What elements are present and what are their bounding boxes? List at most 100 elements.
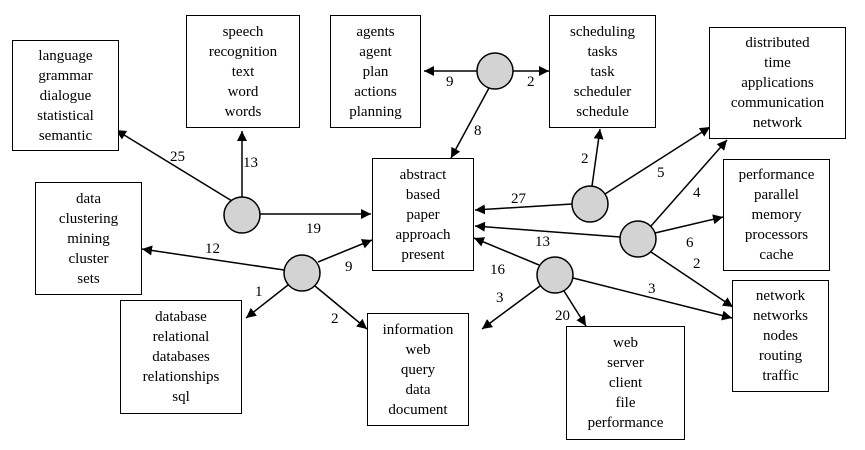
topic-performance: performance parallel memory processors c… <box>723 159 830 271</box>
edge-hub5-network <box>650 251 734 308</box>
topic-word: semantic <box>38 127 93 144</box>
topic-word: abstract <box>399 166 447 183</box>
topic-word: paper <box>406 206 440 223</box>
topic-web: web server client file performance <box>566 326 685 440</box>
topic-word: information <box>382 321 454 338</box>
topic-language: language grammar dialogue statistical se… <box>12 40 119 151</box>
topic-word: file <box>615 395 636 411</box>
topic-word: plan <box>362 63 389 80</box>
topic-agents: agents agent plan actions planning <box>330 15 421 128</box>
topic-word: actions <box>354 83 397 100</box>
topic-word: grammar <box>38 67 93 84</box>
topic-word: approach <box>395 226 451 243</box>
edge-label: 4 <box>693 185 701 201</box>
topic-word: applications <box>741 75 814 91</box>
topic-word: distributed <box>745 35 810 51</box>
topic-word: parallel <box>754 187 799 203</box>
topic-abstract: abstract based paper approach present <box>372 158 474 271</box>
edge-label: 25 <box>170 149 185 165</box>
edge-label: 20 <box>555 308 570 324</box>
topic-word: nodes <box>763 328 798 344</box>
topic-word: cluster <box>68 250 109 267</box>
hub-node-2 <box>476 52 514 90</box>
topic-word: statistical <box>37 107 94 124</box>
edge-label: 2 <box>581 151 589 167</box>
topic-word: time <box>764 55 791 71</box>
topic-word: task <box>590 63 615 80</box>
topic-word: databases <box>152 349 210 365</box>
topic-word: clustering <box>58 210 119 227</box>
edge-hub6-abstract <box>473 237 540 266</box>
topic-word: processors <box>744 227 809 243</box>
edge-hub4-data <box>141 245 285 271</box>
topic-word: text <box>231 63 255 80</box>
topic-scheduling: scheduling tasks task scheduler schedule <box>549 15 656 128</box>
topic-word: planning <box>349 103 402 120</box>
edge-hub1-language <box>115 129 233 202</box>
edge-label: 9 <box>446 74 454 90</box>
edge-label: 1 <box>255 284 263 300</box>
topic-word: web <box>613 335 638 351</box>
hub-node-6 <box>536 256 574 294</box>
topic-word: mining <box>67 230 110 247</box>
topic-speech: speech recognition text word words <box>186 15 300 128</box>
edge-hub4-information <box>314 285 368 330</box>
topic-word: client <box>608 375 643 391</box>
edge-label: 13 <box>535 234 550 250</box>
edge-hub6-information <box>481 285 541 330</box>
topic-word: tasks <box>587 43 618 60</box>
topic-word: scheduling <box>570 23 635 40</box>
topic-word: routing <box>758 348 803 364</box>
edge-label: 12 <box>205 241 220 257</box>
hub-node-5 <box>619 220 657 258</box>
edge-hub4-database <box>245 284 289 319</box>
topic-word: words <box>224 103 262 120</box>
edge-hub3-abstract <box>474 203 573 215</box>
edge-hub6-network <box>572 277 733 321</box>
hub-node-4 <box>283 254 321 292</box>
edge-label: 2 <box>527 74 535 90</box>
edge-label: 2 <box>693 256 701 272</box>
edge-label: 6 <box>686 235 694 251</box>
topic-word: speech <box>222 23 264 40</box>
edge-label: 3 <box>648 281 656 297</box>
edge-hub5-distributed <box>650 139 728 227</box>
topic-word: networks <box>753 308 808 324</box>
topic-word: communication <box>730 95 825 111</box>
topic-word: agents <box>356 23 395 40</box>
topic-word: data <box>76 190 101 207</box>
topic-word: performance <box>587 415 664 431</box>
topic-word: dialogue <box>39 87 92 104</box>
topic-word: network <box>752 115 803 131</box>
edge-hub5-abstract <box>474 221 621 238</box>
topic-word: language <box>38 47 93 64</box>
topic-word: data <box>405 381 431 398</box>
topic-word: traffic <box>762 368 799 384</box>
edge-label: 2 <box>331 311 339 327</box>
topic-word: memory <box>751 207 802 223</box>
topic-word: sets <box>77 270 100 287</box>
topic-word: web <box>405 341 431 358</box>
topic-word: document <box>388 401 448 418</box>
edge-label: 27 <box>511 191 527 207</box>
edge-hub4-abstract <box>317 239 373 263</box>
edge-label: 3 <box>496 290 504 306</box>
edge-hub3-distributed <box>604 126 711 195</box>
topic-word: based <box>405 186 441 203</box>
edge-label: 8 <box>474 123 482 139</box>
topic-word: database <box>155 309 207 325</box>
edge-hub3-scheduling <box>591 128 604 187</box>
edge-hub5-performance <box>654 214 724 234</box>
topic-word: cache <box>759 247 794 263</box>
topic-word: relationships <box>142 369 220 385</box>
edge-label: 19 <box>306 221 321 237</box>
topic-word: network <box>755 288 806 304</box>
topic-word: sql <box>172 389 190 405</box>
topic-data: data clustering mining cluster sets <box>35 182 142 295</box>
edge-hub2-abstract <box>450 87 490 159</box>
hub-node-3 <box>571 185 609 223</box>
topic-distributed: distributed time applications communicat… <box>709 27 846 139</box>
topic-word: recognition <box>208 43 278 60</box>
hub-node-1 <box>223 196 261 234</box>
